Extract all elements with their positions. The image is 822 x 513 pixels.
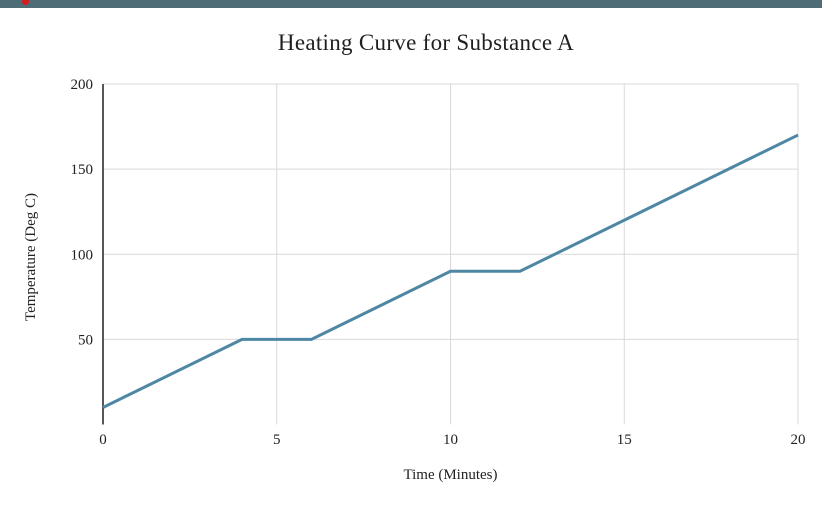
chart-title: Heating Curve for Substance A: [277, 30, 575, 55]
x-axis-title: Time (Minutes): [403, 467, 498, 483]
top-bar: [0, 0, 822, 8]
y-tick-label: 100: [71, 247, 94, 263]
notification-dot-icon: [22, 0, 29, 5]
y-tick-label: 200: [71, 77, 94, 93]
y-tick-label: 50: [78, 332, 93, 348]
y-tick-label: 150: [71, 162, 94, 178]
x-tick-label: 20: [791, 432, 806, 448]
temperature-data-line: [102, 133, 799, 409]
y-axis-title: Temperature (Deg C): [23, 192, 39, 322]
x-tick-label: 0: [99, 432, 107, 448]
x-tick-label: 15: [617, 432, 632, 448]
x-tick-label: 10: [443, 432, 458, 448]
x-tick-label: 5: [273, 432, 281, 448]
